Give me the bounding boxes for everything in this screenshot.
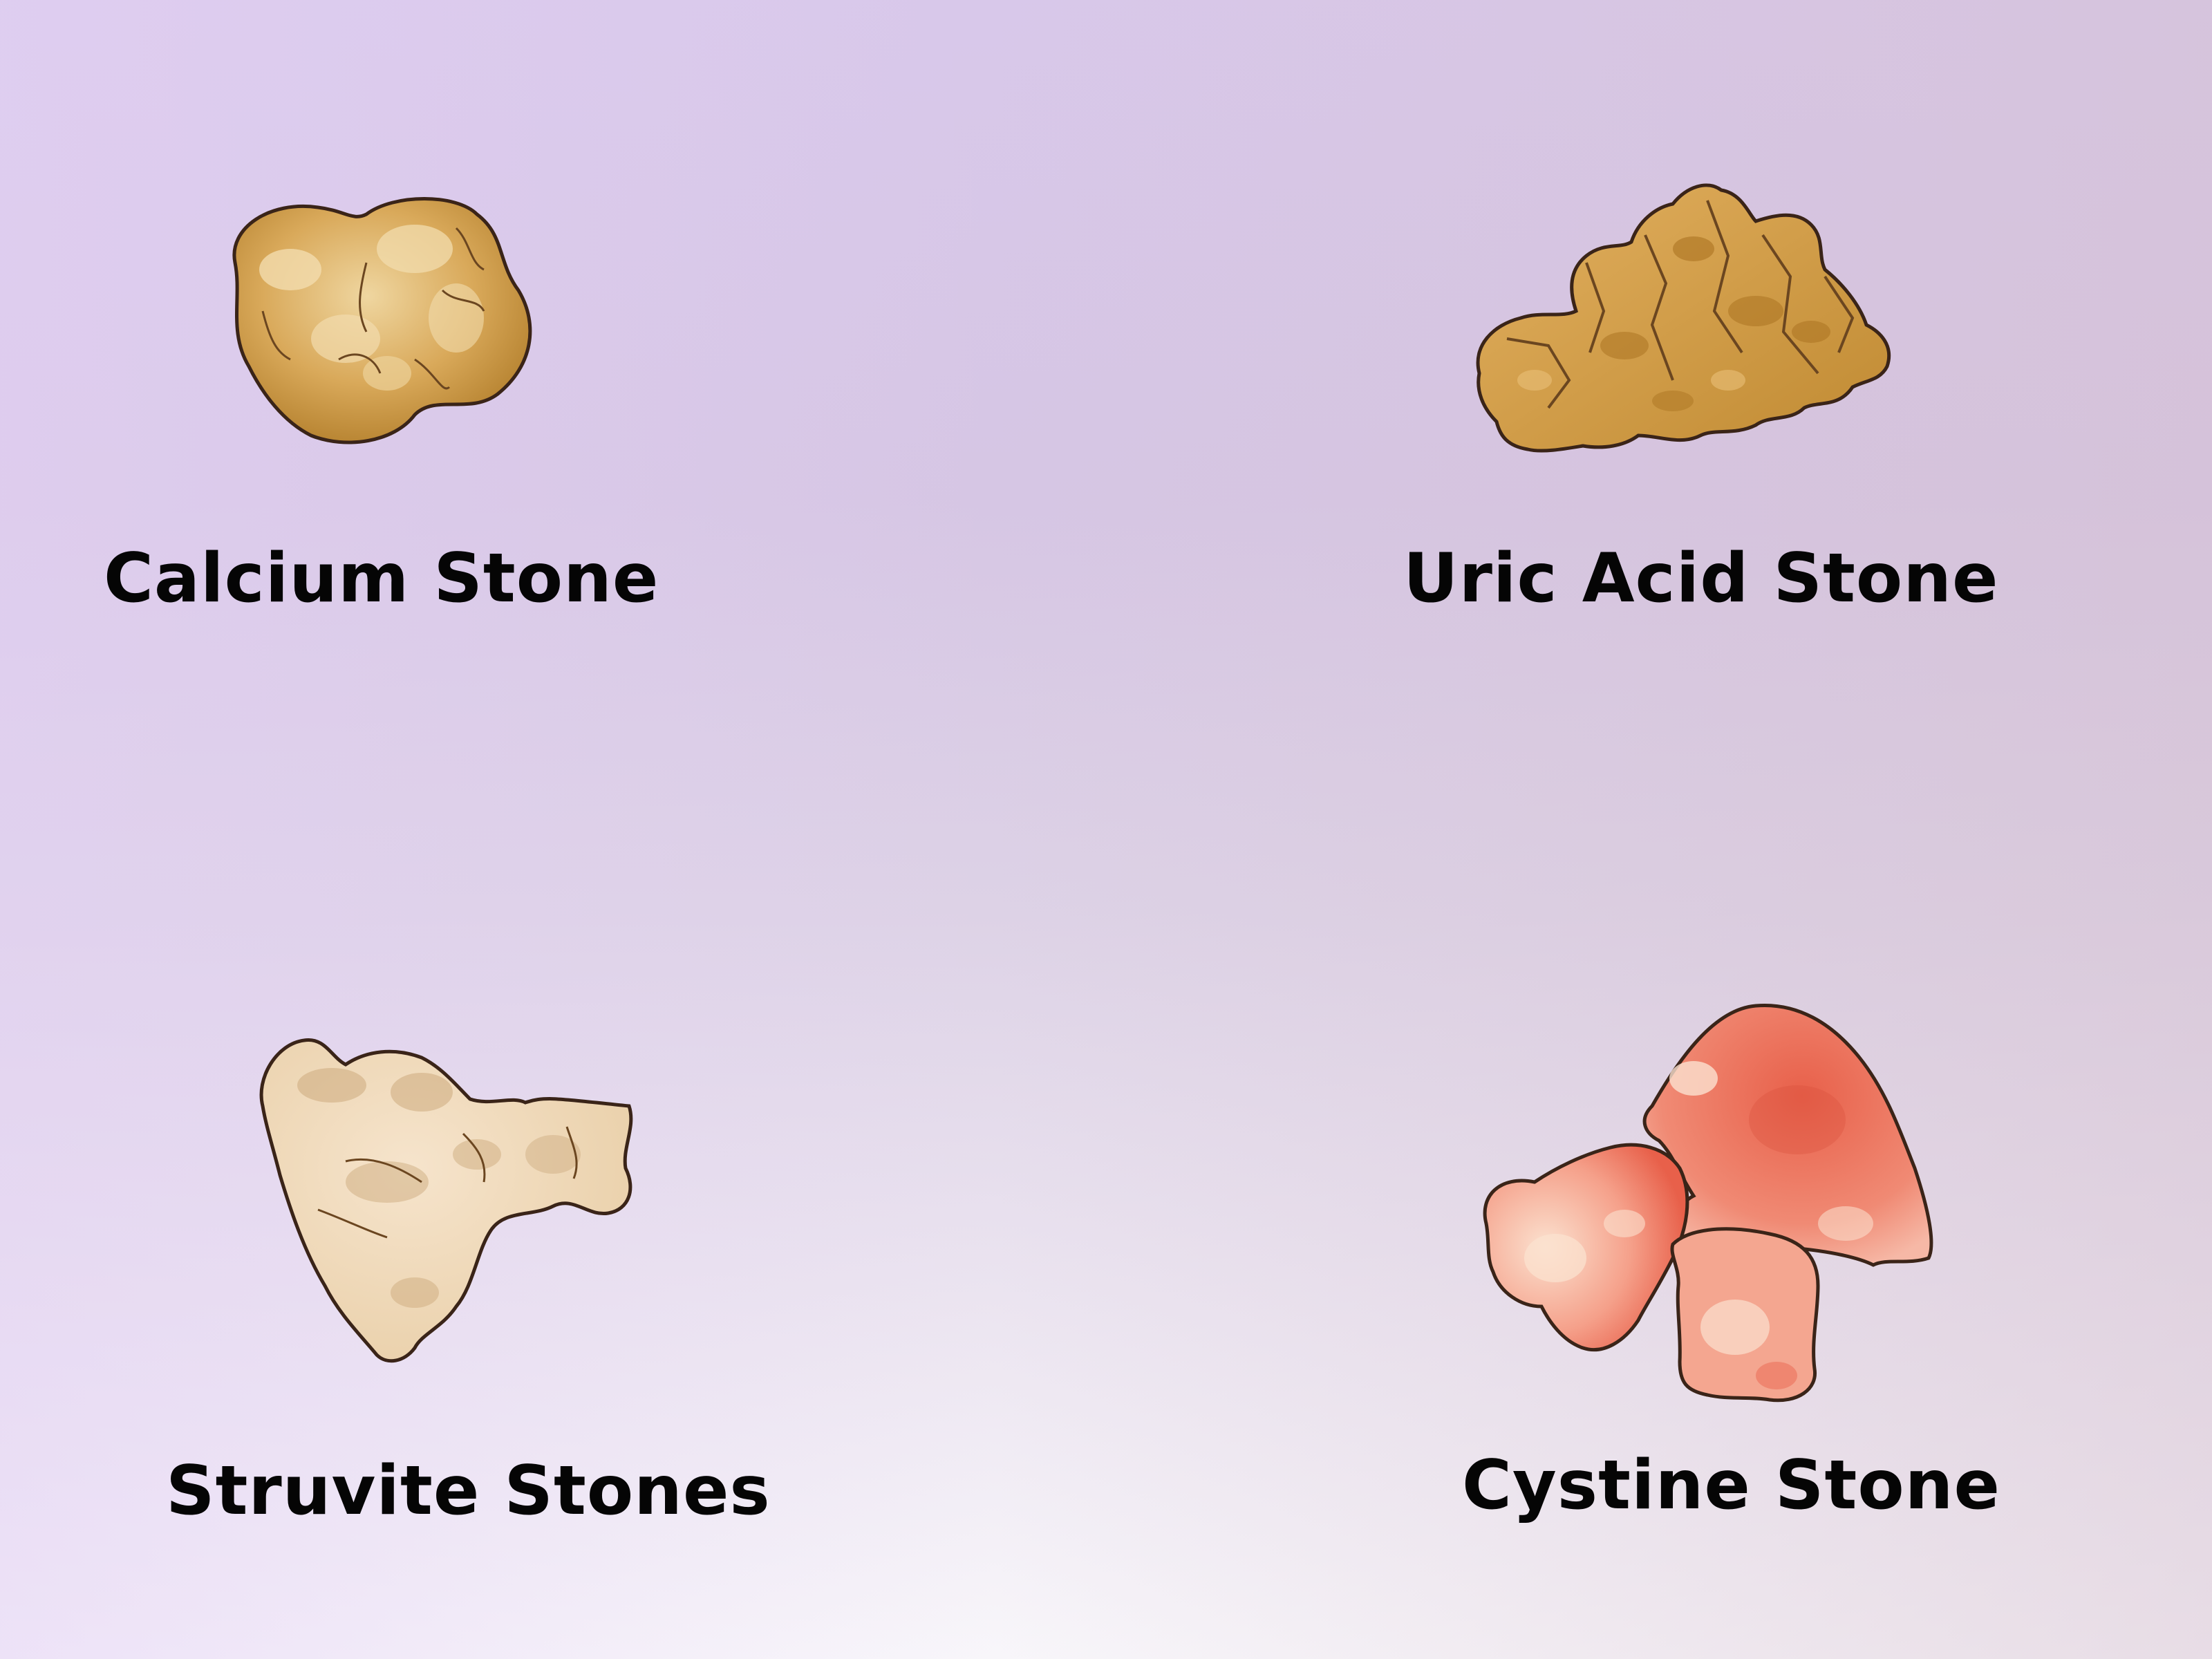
struvite-stone-illustration: [249, 1030, 650, 1376]
uric-acid-stone-illustration: [1465, 173, 1908, 463]
cystine-stone-label: Cystine Stone: [1462, 1446, 2000, 1525]
uric-acid-stone-label: Uric Acid Stone: [1403, 539, 1999, 618]
struvite-stones-label: Struvite Stones: [166, 1452, 771, 1530]
calcium-stone-illustration: [207, 187, 553, 463]
calcium-stone-label: Calcium Stone: [104, 539, 659, 618]
cystine-stone-illustration: [1472, 995, 1977, 1410]
